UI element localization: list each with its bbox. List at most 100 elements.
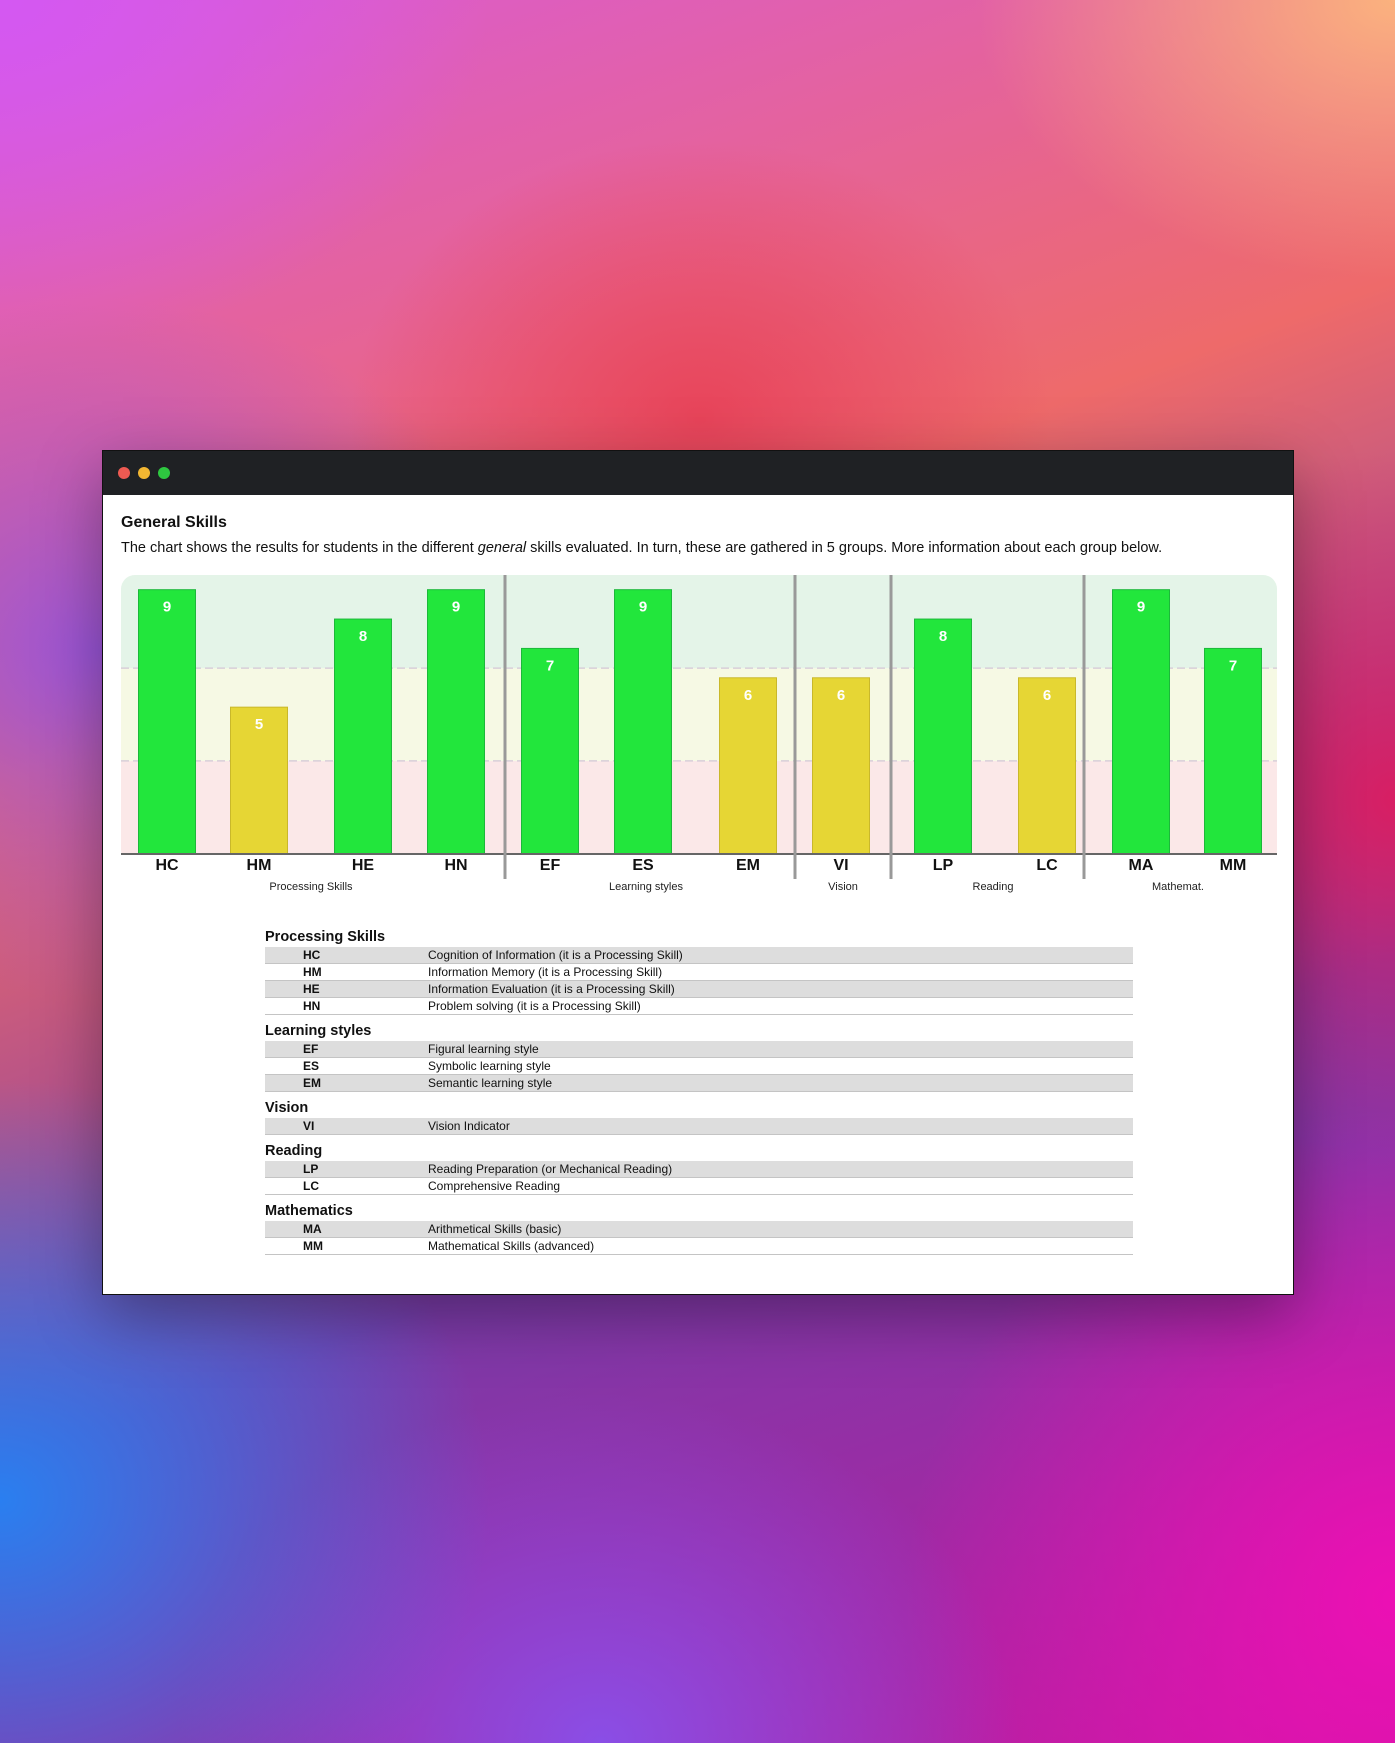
legend-group: Reading LP Reading Preparation (or Mechani… [265,1141,1133,1195]
x-tick-label: HE [352,857,375,874]
legend-code: HN [303,999,321,1013]
legend-row: HC Cognition of Information (it is a Proc… [265,947,1133,964]
legend-code: HM [303,965,322,979]
bar-es [614,589,672,855]
bar-value-label: 7 [1229,657,1237,674]
intro-text-part: The chart shows the results for students… [121,540,478,556]
bar-he [334,618,392,855]
x-tick-label: ES [632,857,654,874]
legend-description: Comprehensive Reading [428,1179,561,1193]
bar-vi [812,677,870,855]
legend-description: Information Evaluation (it is a Processi… [428,982,675,996]
intro-text-part: skills evaluated. In turn, these are gat… [526,540,1163,556]
bar-value-label: 7 [546,657,554,674]
bar-value-label: 6 [837,687,845,704]
skills-legend: Processing Skills HC Cognition of Informat… [265,927,1133,1261]
legend-group-title: Vision [265,1100,309,1116]
legend-description: Reading Preparation (or Mechanical Readi… [428,1162,673,1176]
legend-code: MA [303,1222,322,1236]
legend-description: Semantic learning style [428,1076,553,1090]
chart-band [121,760,1277,854]
bar-value-label: 6 [744,687,752,704]
bar-value-label: 5 [255,716,263,733]
bar-mm [1204,647,1262,855]
maximize-window-button[interactable] [158,467,170,479]
bar-hc [138,589,196,855]
legend-row: HE Information Evaluation (it is a Proces… [265,981,1133,998]
skills-chart: 9 HC 5 HM 8 HE 9 HN 7 EF 9 ES 6 EM 6 VI 8 LP 6 LC 9 MA 7 MM Proc… [121,575,1277,915]
title-bar [103,451,1293,495]
bar-hm [230,706,288,855]
bar-em [719,677,777,855]
legend-code: HE [303,982,320,996]
bar-ef [521,647,579,855]
bar-value-label: 8 [359,628,367,645]
x-tick-label: EF [540,857,561,874]
x-tick-label: LP [933,857,954,874]
x-tick-label: HM [247,857,272,874]
legend-description: Arithmetical Skills (basic) [428,1222,562,1236]
legend-row: MA Arithmetical Skills (basic) [265,1221,1133,1238]
legend-group: Learning styles EF Figural learning style E… [265,1021,1133,1092]
legend-code: MM [303,1239,323,1253]
legend-group: Mathematics MA Arithmetical Skills (basic)… [265,1201,1133,1255]
legend-row: LP Reading Preparation (or Mechanical Rea… [265,1161,1133,1178]
legend-row: LC Comprehensive Reading [265,1178,1133,1195]
x-tick-label: LC [1036,857,1058,874]
legend-code: ES [303,1059,320,1073]
legend-code: LP [303,1162,319,1176]
legend-code: EM [303,1076,321,1090]
bar-lp [914,618,972,855]
legend-description: Cognition of Information (it is a Proces… [428,948,683,962]
x-tick-label: HC [155,857,179,874]
bar-value-label: 6 [1043,687,1051,704]
x-tick-label: MM [1220,857,1247,874]
page-title: General Skills [121,514,227,531]
close-window-button[interactable] [118,467,130,479]
x-tick-label: EM [736,857,760,874]
bar-hn [427,589,485,855]
intro-emphasis: general [477,540,527,556]
legend-row: HN Problem solving (it is a Processing Sk… [265,998,1133,1015]
legend-row: HM Information Memory (it is a Processing… [265,964,1133,981]
bar-value-label: 9 [452,599,460,616]
intro-text: The chart shows the results for students… [121,540,1162,556]
bar-value-label: 8 [939,628,947,645]
group-label: Reading [973,881,1014,893]
legend-row: MM Mathematical Skills (advanced) [265,1238,1133,1255]
legend-group: Vision VI Vision Indicator [265,1098,1133,1135]
skills-chart-svg: 9 HC 5 HM 8 HE 9 HN 7 EF 9 ES 6 EM 6 VI 8 LP 6 LC 9 MA 7 MM Proc… [121,575,1277,893]
legend-description: Information Memory (it is a Processing S… [428,965,663,979]
bar-ma [1112,589,1170,855]
bar-lc [1018,677,1076,855]
legend-code: LC [303,1179,319,1193]
legend-description: Figural learning style [428,1042,539,1056]
legend-row: VI Vision Indicator [265,1118,1133,1135]
legend-group-title: Learning styles [265,1023,372,1039]
bar-value-label: 9 [163,599,171,616]
x-tick-label: MA [1129,857,1154,874]
legend-description: Mathematical Skills (advanced) [428,1239,595,1253]
app-window: General Skills The chart shows the resul… [102,450,1294,1295]
legend-group-title: Reading [265,1143,323,1159]
legend-description: Symbolic learning style [428,1059,551,1073]
bar-value-label: 9 [639,599,647,616]
group-label: Mathemat. [1152,881,1204,893]
legend-row: EM Semantic learning style [265,1075,1133,1092]
chart-band [121,668,1277,761]
legend-group-title: Processing Skills [265,929,386,945]
legend-code: HC [303,948,321,962]
x-tick-label: VI [833,857,848,874]
legend-group-title: Mathematics [265,1203,353,1219]
minimize-window-button[interactable] [138,467,150,479]
legend-code: EF [303,1042,319,1056]
x-tick-label: HN [444,857,467,874]
legend-code: VI [303,1119,315,1133]
legend-row: EF Figural learning style [265,1041,1133,1058]
group-label: Vision [828,881,858,893]
legend-group: Processing Skills HC Cognition of Informat… [265,927,1133,1015]
group-label: Processing Skills [269,881,353,893]
legend-row: ES Symbolic learning style [265,1058,1133,1075]
group-label: Learning styles [609,881,683,893]
bar-value-label: 9 [1137,599,1145,616]
